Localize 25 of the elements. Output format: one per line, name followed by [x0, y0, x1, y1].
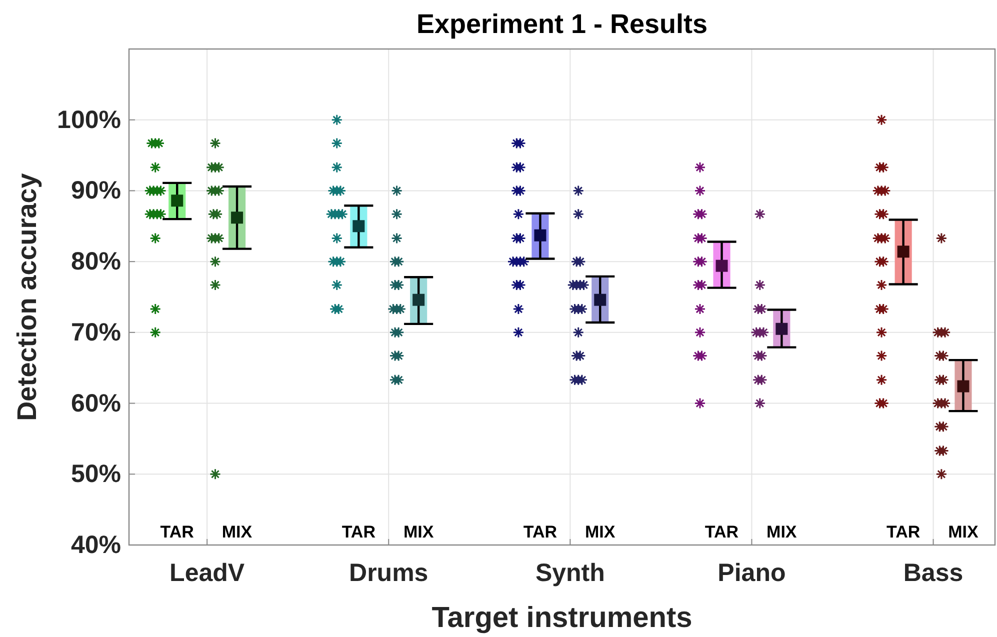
y-tick-label: 40%	[70, 531, 121, 559]
x-tick-label: Bass	[903, 559, 964, 587]
y-tick-label: 80%	[70, 248, 121, 276]
text: MIX	[222, 522, 252, 542]
text: MIX	[403, 522, 434, 542]
x-tick-label: LeadV	[170, 559, 245, 587]
text: TAR	[886, 522, 920, 542]
y-tick-label: 100%	[57, 106, 121, 134]
chart-title: Experiment 1 - Results	[416, 9, 708, 39]
text: TAR	[342, 522, 376, 542]
text: TAR	[523, 522, 558, 542]
x-tick-label: Synth	[535, 559, 605, 587]
text: TAR	[704, 522, 739, 542]
text: MIX	[766, 522, 797, 542]
x-tick-label: Piano	[718, 559, 786, 587]
text: MIX	[948, 522, 979, 542]
text: MIX	[585, 522, 616, 542]
y-tick-label: 70%	[70, 318, 121, 346]
y-tick-label: 90%	[70, 176, 121, 205]
x-tick-label: Drums	[349, 559, 428, 587]
y-tick-label: 50%	[70, 460, 121, 488]
text: TAR	[160, 522, 194, 542]
y-axis-title: Detection accuracy	[12, 173, 42, 421]
y-tick-label: 60%	[70, 389, 121, 418]
x-axis-title: Target instruments	[432, 602, 692, 634]
